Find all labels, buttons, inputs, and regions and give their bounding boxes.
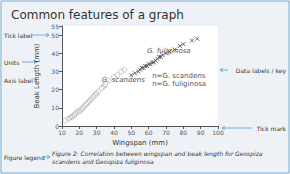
svg-text:90: 90 bbox=[197, 129, 205, 136]
svg-text:30: 30 bbox=[93, 129, 101, 136]
svg-text:Figure legend: Figure legend bbox=[4, 154, 45, 162]
svg-text:G. fuliginosa: G. fuliginosa bbox=[147, 47, 191, 55]
svg-text:20: 20 bbox=[51, 86, 59, 93]
svg-text:40: 40 bbox=[110, 129, 118, 136]
svg-text:Wingspan (mm): Wingspan (mm) bbox=[112, 139, 168, 147]
svg-text:Tick label: Tick label bbox=[3, 32, 33, 39]
svg-text:80: 80 bbox=[180, 129, 188, 136]
svg-text:30: 30 bbox=[51, 68, 59, 75]
svg-text:Tick mark: Tick mark bbox=[256, 125, 287, 132]
svg-text:55: 55 bbox=[51, 23, 59, 30]
svg-text:20: 20 bbox=[76, 129, 84, 136]
svg-text:Common features of a graph: Common features of a graph bbox=[11, 8, 184, 22]
svg-text:70: 70 bbox=[162, 129, 170, 136]
svg-text:scandens and Geospiza fuligino: scandens and Geospiza fuliginosa bbox=[52, 158, 154, 166]
svg-text:Beak Length (mm): Beak Length (mm) bbox=[33, 43, 41, 108]
svg-text:40: 40 bbox=[51, 50, 59, 57]
svg-text:10: 10 bbox=[58, 129, 66, 136]
svg-text:100: 100 bbox=[212, 129, 224, 136]
svg-text:50: 50 bbox=[128, 129, 136, 136]
svg-text:50: 50 bbox=[51, 32, 59, 39]
svg-text:n=G. fuliginosa: n=G. fuliginosa bbox=[152, 80, 206, 88]
svg-text:10: 10 bbox=[51, 104, 59, 111]
svg-text:Figure 2: Correlation between: Figure 2: Correlation between wingspan a… bbox=[52, 150, 263, 158]
svg-text:G. scandens: G. scandens bbox=[102, 76, 145, 84]
svg-text:n=G. scandens: n=G. scandens bbox=[152, 72, 206, 80]
svg-text:Data labels / key: Data labels / key bbox=[236, 67, 287, 75]
svg-text:0: 0 bbox=[55, 122, 59, 130]
svg-text:60: 60 bbox=[145, 129, 153, 136]
svg-text:Axis label: Axis label bbox=[4, 77, 33, 84]
svg-text:Units: Units bbox=[4, 59, 19, 66]
